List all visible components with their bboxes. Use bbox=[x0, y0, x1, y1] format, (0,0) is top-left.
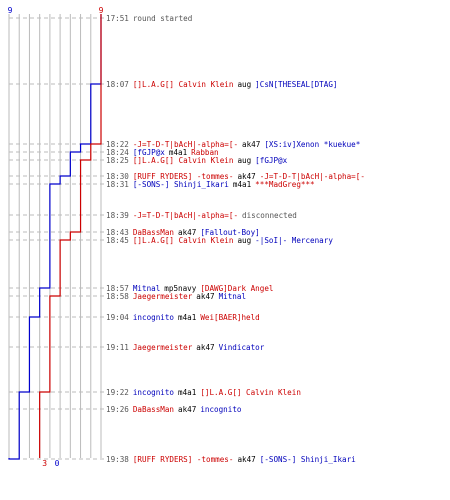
event-text: []L.A.G[] Calvin Klein bbox=[200, 388, 301, 397]
event-text: []L.A.G[] Calvin Klein bbox=[132, 236, 234, 245]
event-time: 19:11 bbox=[106, 343, 129, 352]
event-row: 17:51 round started bbox=[106, 14, 196, 23]
event-row: 19:38 [RUFF RYDERS] -tommes-ak47 [-SONS-] … bbox=[106, 455, 360, 464]
event-text: incognito bbox=[132, 388, 175, 397]
event-time: 17:51 bbox=[106, 14, 129, 23]
event-time: 18:43 bbox=[106, 228, 129, 237]
event-time: 18:57 bbox=[106, 284, 129, 293]
blue-start-score: 9 bbox=[8, 6, 13, 15]
event-text: m4a1 bbox=[178, 388, 197, 397]
event-text: [-SONS-] Shinji_Ikari bbox=[132, 180, 229, 189]
event-text: Wei[BAER]held bbox=[200, 313, 260, 322]
event-text: disconnected bbox=[242, 211, 297, 220]
red-start-score: 9 bbox=[99, 6, 104, 15]
event-time: 19:22 bbox=[106, 388, 129, 397]
event-text: [fGJP@x bbox=[255, 156, 288, 165]
event-text: Vindicator bbox=[218, 343, 265, 352]
event-text: -J=T-D-T|bAcH|-alpha=[- bbox=[132, 140, 239, 149]
event-text: Mitnal bbox=[132, 284, 161, 293]
event-text: [RUFF RYDERS] -tommes- bbox=[132, 455, 234, 464]
event-row: 18:45 []L.A.G[] Calvin Klein aug -|SoI|- Me… bbox=[106, 236, 337, 245]
event-text: DaBassMan bbox=[132, 228, 175, 237]
event-row: 19:04 incognito m4a1 Wei[BAER]held bbox=[106, 313, 264, 322]
event-text: m4a1 bbox=[178, 313, 197, 322]
event-time: 19:04 bbox=[106, 313, 129, 322]
red-team-score-line bbox=[39, 14, 102, 458]
event-text: ak47 bbox=[237, 172, 256, 181]
event-text: ak47 bbox=[237, 455, 256, 464]
event-time: 19:38 bbox=[106, 455, 129, 464]
event-text: [-SONS-] Shinji_Ikari bbox=[259, 455, 356, 464]
event-text: [DAWG]Dark Angel bbox=[200, 284, 274, 293]
event-row: 18:22 -J=T-D-T|bAcH|-alpha=[- ak47 [XS:iv]X… bbox=[106, 140, 364, 149]
event-text: [Fallout-Boy] bbox=[200, 228, 260, 237]
event-row: 18:24 [fGJP@x m4a1 Rabban bbox=[106, 148, 223, 157]
event-text: mp5navy bbox=[164, 284, 197, 293]
event-time: 18:07 bbox=[106, 80, 129, 89]
event-text: ak47 bbox=[242, 140, 261, 149]
event-text: aug bbox=[237, 80, 252, 89]
event-row: 18:07 []L.A.G[] Calvin Klein aug]CsN[THESE… bbox=[106, 80, 341, 89]
event-time: 18:39 bbox=[106, 211, 129, 220]
event-text: [RUFF RYDERS] -tommes- bbox=[132, 172, 234, 181]
red-end-score: 3 bbox=[42, 459, 47, 468]
event-text: m4a1 bbox=[232, 180, 252, 189]
event-text: [fGJP@x bbox=[132, 148, 165, 157]
event-row: 19:11 Jaegermeister ak47 Vindicator bbox=[106, 343, 268, 352]
event-row: 19:26 DaBassMan ak47 incognito bbox=[106, 405, 245, 414]
event-text: aug bbox=[237, 236, 252, 245]
event-text: m4a1 bbox=[168, 148, 188, 157]
event-text: incognito bbox=[200, 405, 242, 414]
event-text: Mitnal bbox=[218, 292, 247, 301]
event-text: ak47 bbox=[196, 292, 215, 301]
event-time: 18:58 bbox=[106, 292, 129, 301]
event-time: 18:24 bbox=[106, 148, 129, 157]
event-text: []L.A.G[] Calvin Klein bbox=[132, 80, 234, 89]
event-time: 18:25 bbox=[106, 156, 129, 165]
event-row: 18:57 Mitnal mp5navy [DAWG]Dark Angel bbox=[106, 284, 277, 293]
event-text: [XS:iv]Xenon *kuekue* bbox=[264, 140, 361, 149]
event-text: ak47 bbox=[196, 343, 215, 352]
event-text: []L.A.G[] Calvin Klein bbox=[132, 156, 234, 165]
event-text: ak47 bbox=[178, 228, 197, 237]
event-text: Jaegermeister bbox=[132, 343, 193, 352]
blue-end-score: 0 bbox=[55, 459, 60, 468]
event-time: 18:30 bbox=[106, 172, 129, 181]
event-text: -J=T-D-T|bAcH|-alpha=[- bbox=[132, 211, 239, 220]
event-row: 18:30 [RUFF RYDERS] -tommes-ak47 -J=T-D-T|… bbox=[106, 172, 369, 181]
event-text: ***MadGreg*** bbox=[255, 180, 315, 189]
blue-team-score-line bbox=[8, 14, 102, 460]
event-text: incognito bbox=[132, 313, 175, 322]
event-text: DaBassMan bbox=[132, 405, 175, 414]
event-time: 19:26 bbox=[106, 405, 129, 414]
event-text: ]CsN[THESEAL[DTAG] bbox=[255, 80, 338, 89]
event-time: 18:31 bbox=[106, 180, 129, 189]
event-row: 18:58 Jaegermeister ak47 Mitnal bbox=[106, 292, 250, 301]
event-text: aug bbox=[237, 156, 252, 165]
event-row: 19:22 incognito m4a1 []L.A.G[] Calvin Klein bbox=[106, 388, 305, 397]
event-row: 18:39 -J=T-D-T|bAcH|-alpha=[- disconnected bbox=[106, 211, 301, 220]
event-row: 18:43 DaBassMan ak47 [Fallout-Boy] bbox=[106, 228, 264, 237]
event-text: Rabban bbox=[191, 148, 219, 157]
event-text: Jaegermeister bbox=[132, 292, 193, 301]
event-text: -J=T-D-T|bAcH|-alpha=[- bbox=[259, 172, 365, 181]
event-text: ak47 bbox=[178, 405, 197, 414]
event-time: 18:45 bbox=[106, 236, 129, 245]
event-text: round started bbox=[132, 14, 193, 23]
event-row: 18:25 []L.A.G[] Calvin Klein aug [fGJP@x bbox=[106, 156, 291, 165]
event-row: 18:31 [-SONS-] Shinji_Ikari m4a1 ***MadGreg… bbox=[106, 180, 319, 189]
event-text: -|SoI|- Mercenary bbox=[255, 236, 333, 245]
event-time: 18:22 bbox=[106, 140, 129, 149]
